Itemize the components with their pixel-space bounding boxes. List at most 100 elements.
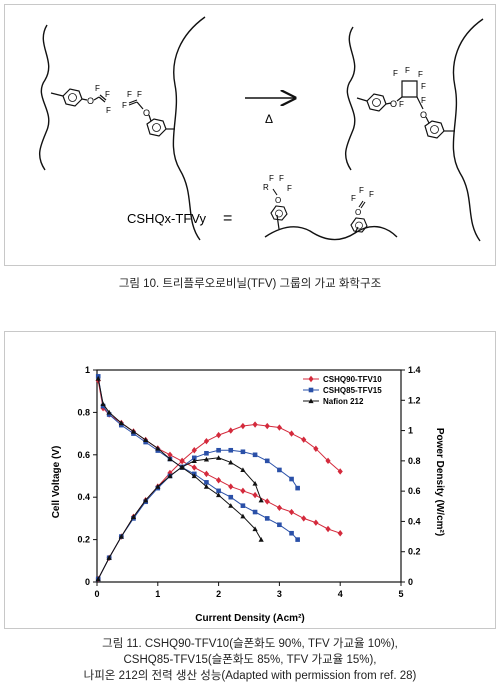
benzene-ring-icon — [424, 120, 445, 139]
nafion-212-voltage-point — [130, 428, 137, 434]
nafion-212-voltage-point — [143, 437, 149, 443]
cshq85-tfv15-voltage-line — [97, 376, 298, 540]
nafion-212-voltage-point — [240, 513, 246, 519]
plot-frame — [96, 369, 402, 583]
fluorine-atom: F — [421, 96, 426, 105]
cshq90-tfv10-voltage-point — [337, 530, 343, 537]
fluorine-atom: F — [369, 190, 374, 199]
nafion-212-power-point — [167, 473, 173, 479]
x-axis-label: Current Density (Acm²) — [195, 613, 304, 624]
nafion-212-power-point — [155, 484, 161, 489]
fluorine-atom: F — [393, 69, 398, 78]
caption-line: CSHQ85-TFV15(슬폰화도 85%, TFV 가교율 15%), — [123, 654, 377, 666]
fluorine-atom: F — [399, 100, 404, 109]
figure-11-panel: 0 1 2 3 4 5 0 0.2 0.4 0.6 0.8 1 0 0.2 0.4 0.6 0.8 1 1.2 1.4… — [4, 331, 496, 629]
nafion-212-power-point — [203, 456, 210, 462]
y-tick-label: 0 — [85, 577, 90, 587]
cshq85-tfv15-voltage-point — [143, 439, 148, 445]
y-axis-label: Cell Voltage (V) — [51, 446, 62, 519]
cshq90-tfv10-power-point — [325, 457, 331, 465]
cshq90-tfv10-power-point — [313, 445, 319, 452]
cshq90-tfv10-power-point — [240, 422, 246, 430]
polymer-chain-left-b — [172, 16, 206, 241]
oxygen-atom: O — [143, 108, 150, 118]
y-tick-label: 0.2 — [77, 535, 90, 545]
cshq85-tfv15-voltage-point — [228, 494, 234, 500]
y-tick-label: 1 — [85, 365, 90, 375]
cshq85-tfv15-voltage-point — [131, 431, 136, 436]
cshq85-tfv15-voltage-point — [264, 516, 270, 521]
cshq90-tfv10-voltage-point — [191, 464, 197, 471]
polymer-backbone — [264, 226, 398, 241]
fluorine-atom: F — [122, 101, 127, 110]
nafion-212-power-line — [97, 457, 262, 580]
cshq85-tfv15-voltage-point — [295, 537, 300, 542]
fluorine-atom: F — [106, 106, 111, 115]
cshq85-tfv15-power-point — [240, 449, 246, 455]
cshq85-tfv15-power-point — [191, 455, 197, 461]
legend-marker — [308, 375, 314, 383]
nafion-212-power-point — [179, 464, 185, 470]
caption-line: 그림 11. CSHQ90-TFV10(슬폰화도 90%, TFV 가교율 10… — [102, 638, 398, 650]
oxygen-atom: O — [87, 96, 94, 106]
cshq90-tfv10-power-point — [252, 421, 258, 428]
y2-tick-label: 0.8 — [408, 456, 421, 466]
cshq90-tfv10-power-point — [228, 427, 234, 434]
nafion-212-voltage-point — [100, 401, 106, 407]
fluorine-atom: F — [105, 90, 110, 99]
cshq90-tfv10-voltage-point — [167, 451, 173, 458]
x-tick-label: 3 — [277, 589, 282, 599]
cshq85-tfv15-voltage-point — [119, 422, 124, 428]
cshq90-tfv10-voltage-point — [264, 498, 270, 505]
y2-tick-label: 1.2 — [408, 395, 421, 405]
cshq90-tfv10-power-point — [288, 430, 295, 437]
legend-label: CSHQ85-TFV15 — [323, 386, 382, 395]
cshq85-tfv15-power-point — [295, 485, 300, 491]
oxygen-atom: O — [275, 196, 281, 205]
benzene-ring-icon — [366, 93, 387, 112]
nafion-212-voltage-line — [97, 378, 262, 540]
nafion-212-power-point — [118, 533, 124, 539]
crosslink-scheme-diagram: O F F F F F F O Δ O — [38, 16, 484, 242]
nafion-212-voltage-point — [167, 456, 173, 462]
cshq85-tfv15-voltage-point — [155, 448, 161, 453]
y-tick-label: 0.6 — [77, 450, 90, 460]
nafion-212-power-point — [258, 497, 264, 503]
cshq85-tfv15-voltage-point — [106, 412, 112, 417]
fluorine-atom: F — [279, 174, 284, 183]
benzene-ring-icon — [270, 205, 288, 221]
fluorine-atom: F — [421, 82, 426, 91]
legend-label: CSHQ90-TFV10 — [323, 375, 382, 384]
cshq85-tfv15-voltage-point — [252, 509, 258, 515]
cshq85-tfv15-power-point — [264, 458, 270, 464]
cshq85-tfv15-power-point — [228, 447, 234, 453]
nafion-212-voltage-point — [118, 420, 124, 426]
cyclobutane-ring-icon — [401, 80, 418, 98]
y2-tick-label: 0.6 — [408, 486, 421, 496]
cshq90-tfv10-voltage-point — [325, 525, 331, 533]
cshq85-tfv15-voltage-point — [240, 503, 246, 508]
caption-line: 나피온 212의 전력 생산 성능(Adapted with permissio… — [83, 670, 417, 682]
fluorine-atom: F — [269, 174, 274, 183]
equals-sign: = — [223, 210, 232, 227]
cshq85-tfv15-power-point — [252, 452, 258, 458]
cshq90-tfv10-voltage-point — [203, 470, 210, 478]
cshq90-tfv10-voltage-point — [288, 508, 295, 516]
cshq90-tfv10-voltage-point — [301, 515, 307, 522]
legend-marker — [308, 387, 314, 393]
cshq90-tfv10-power-point — [203, 437, 210, 445]
fluorine-atom: F — [137, 90, 142, 99]
chart-legend: CSHQ90-TFV10 CSHQ85-TFV15 Nafion 212 — [303, 375, 382, 406]
figure-11-caption: 그림 11. CSHQ90-TFV10(슬폰화도 90%, TFV 가교율 10… — [0, 636, 500, 684]
cshq90-tfv10-voltage-point — [240, 487, 246, 495]
cshq90-tfv10-voltage-point — [216, 477, 222, 484]
r-group-label: R — [263, 183, 269, 192]
cshq85-tfv15-power-point — [216, 447, 221, 453]
polymer-chain-left-a — [38, 24, 50, 171]
nafion-212-voltage-point — [252, 526, 258, 532]
cshq85-tfv15-power-point — [289, 476, 294, 482]
cshq90-tfv10-voltage-point — [276, 504, 282, 511]
y2-tick-label: 0.2 — [408, 547, 421, 557]
y2-tick-label: 0.4 — [408, 516, 421, 526]
